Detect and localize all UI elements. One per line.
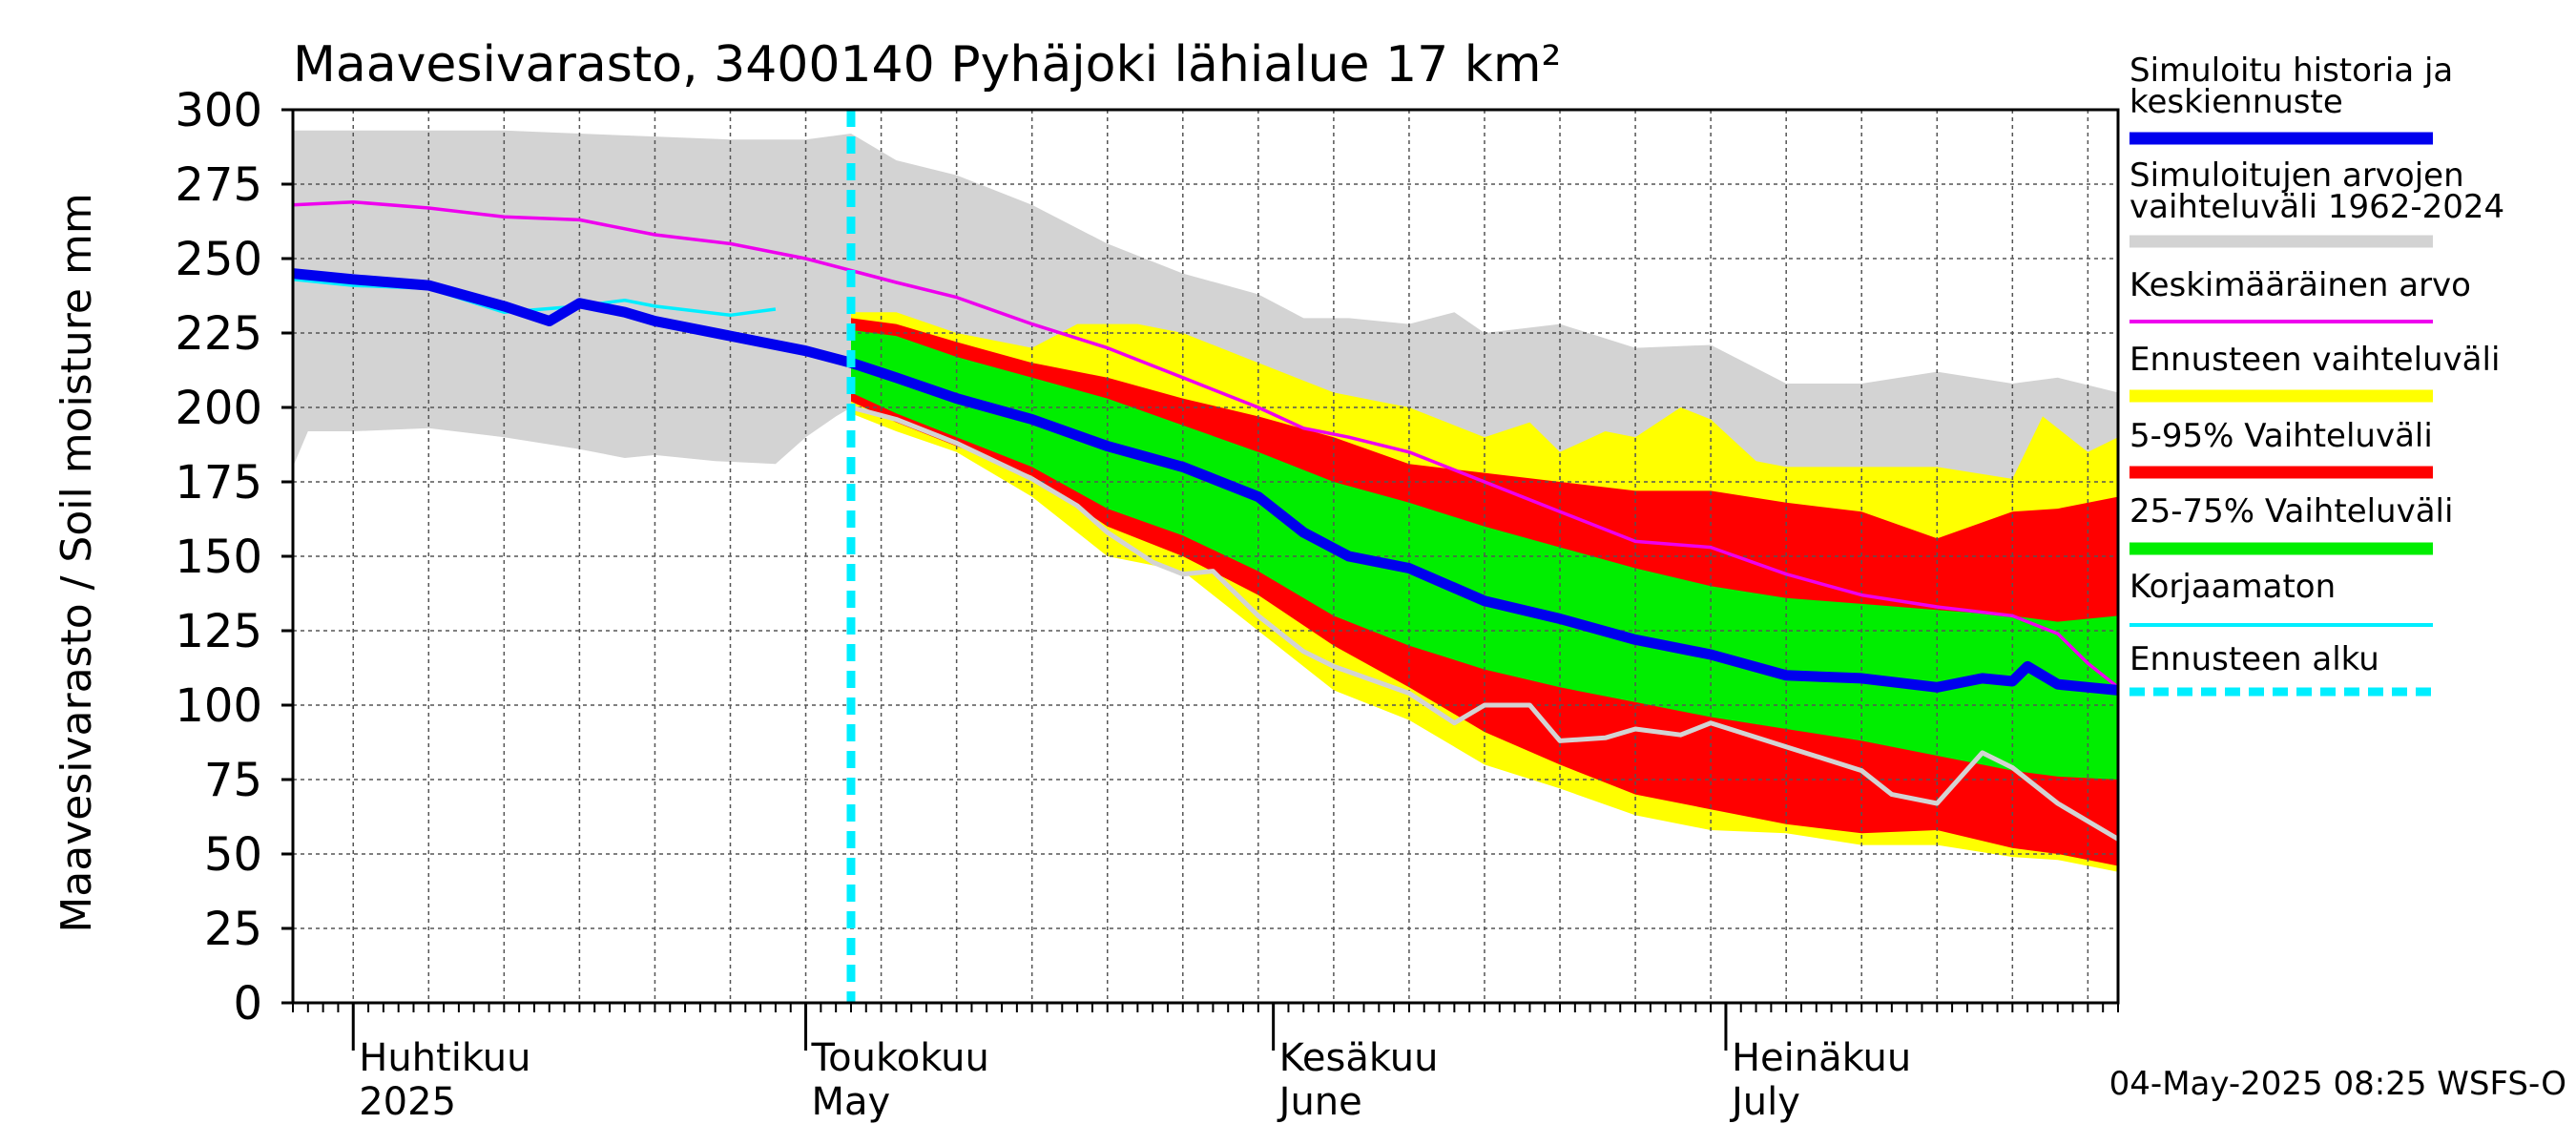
x-month-label: Kesäkuu bbox=[1279, 1036, 1439, 1080]
y-tick-label: 225 bbox=[175, 307, 262, 361]
legend-fc_range-label: Ennusteen vaihteluväli bbox=[2129, 341, 2500, 379]
y-tick-label: 25 bbox=[204, 903, 262, 956]
y-tick-label: 50 bbox=[204, 828, 262, 882]
mean-line bbox=[293, 199, 2118, 689]
x-month-sublabel: 2025 bbox=[359, 1080, 456, 1124]
y-tick-label: 75 bbox=[204, 754, 262, 807]
y-tick-label: 0 bbox=[233, 977, 262, 1030]
x-month-label: Huhtikuu bbox=[359, 1036, 530, 1080]
median-forecast-line bbox=[293, 268, 2118, 696]
y-tick-label: 275 bbox=[175, 158, 262, 212]
legend-fc_start-label: Ennusteen alku bbox=[2129, 640, 2379, 678]
y-tick-label: 175 bbox=[175, 456, 262, 510]
plot-area bbox=[293, 130, 2118, 872]
timestamp: 04-May-2025 08:25 WSFS-O bbox=[2109, 1065, 2566, 1103]
x-month-sublabel: May bbox=[812, 1080, 891, 1124]
x-month-sublabel: June bbox=[1277, 1080, 1362, 1124]
lowest-scenario-line bbox=[850, 405, 2118, 842]
y-tick-label: 150 bbox=[175, 531, 262, 584]
legend-history-label: Simuloitu historia ja bbox=[2129, 52, 2453, 90]
x-month-sublabel: July bbox=[1729, 1080, 1800, 1124]
legend-p5_95-label: 5-95% Vaihteluväli bbox=[2129, 417, 2433, 455]
y-tick-label: 300 bbox=[175, 84, 262, 137]
y-axis: 0 25 50 75 100 125 150 175 200 225 250 275 300 bbox=[175, 84, 293, 1030]
legend-p25_75-label: 25-75% Vaihteluväli bbox=[2129, 492, 2453, 531]
legend-range-label-line2: vaihteluväli 1962-2024 bbox=[2129, 188, 2504, 226]
legend-range-label: Simuloitujen arvojen bbox=[2129, 156, 2464, 195]
y-tick-label: 200 bbox=[175, 382, 262, 435]
y-tick-label: 125 bbox=[175, 605, 262, 658]
y-tick-label: 100 bbox=[175, 679, 262, 733]
x-month-label: Toukokuu bbox=[811, 1036, 989, 1080]
legend-mean-label: Keskimääräinen arvo bbox=[2129, 266, 2471, 304]
legend-history-label-line2: keskiennuste bbox=[2129, 83, 2343, 121]
y-tick-label: 250 bbox=[175, 233, 262, 286]
legend-uncorrected-label: Korjaamaton bbox=[2129, 568, 2336, 606]
x-month-label: Heinäkuu bbox=[1732, 1036, 1911, 1080]
series-lines bbox=[293, 110, 2118, 1003]
y-axis-label: Maavesivarasto / Soil moisture mm bbox=[52, 193, 101, 932]
chart-title: Maavesivarasto, 3400140 Pyhäjoki lähialu… bbox=[293, 36, 1561, 94]
